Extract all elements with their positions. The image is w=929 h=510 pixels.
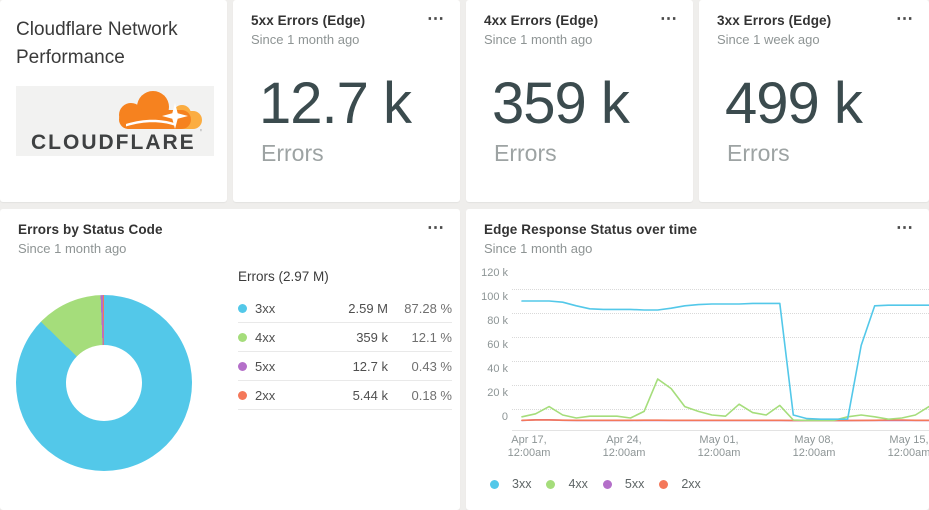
legend-label: 2xx xyxy=(255,387,276,403)
legend-label: 5xx xyxy=(624,477,645,491)
x-axis-tick: May 01, 12:00am xyxy=(697,434,741,459)
line-chart xyxy=(521,300,929,422)
y-axis-tick: 20 k xyxy=(487,387,508,399)
metric-unit-label: Errors xyxy=(727,140,790,166)
legend-dot-2xx xyxy=(238,390,247,400)
metric-card-3xx: 3xx Errors (Edge) Since 1 week ago ⋯ 499… xyxy=(699,0,929,202)
widget-menu-button[interactable]: ⋯ xyxy=(427,218,444,237)
metric-unit-label: Errors xyxy=(494,140,557,166)
widget-title: 4xx Errors (Edge) xyxy=(484,13,599,28)
metric-unit-label: Errors xyxy=(261,140,324,166)
legend-dot-5xx xyxy=(602,479,612,489)
y-axis-tick: 60 k xyxy=(487,339,508,351)
gridline xyxy=(512,337,929,338)
legend-label: 3xx xyxy=(512,477,532,491)
legend-value: 5.44 k xyxy=(352,387,388,403)
legend-label: 3xx xyxy=(255,300,276,316)
widget-menu-button[interactable]: ⋯ xyxy=(896,9,913,28)
chart-legend: 3xx 4xx 5xx 2xx xyxy=(490,477,701,491)
x-axis-line xyxy=(512,430,929,431)
dashboard-title-card: Cloudflare Network Performance CLOUDFLAR… xyxy=(0,0,227,202)
legend-row-5xx[interactable]: 5xx 12.7 k 0.43 % xyxy=(238,352,452,381)
widget-timerange: Since 1 month ago xyxy=(18,241,127,256)
series-line-3xx xyxy=(521,300,929,420)
donut-legend-header: Errors (2.97 M) xyxy=(238,269,329,284)
widget-timerange: Since 1 week ago xyxy=(717,32,820,47)
legend-value: 12.7 k xyxy=(352,358,388,374)
widget-title: Errors by Status Code xyxy=(18,222,163,237)
legend-value: 2.59 M xyxy=(348,300,388,316)
legend-dot-4xx xyxy=(546,479,556,489)
legend-row-4xx[interactable]: 4xx 359 k 12.1 % xyxy=(238,323,452,352)
legend-percent: 0.18 % xyxy=(411,387,452,403)
widget-title: Edge Response Status over time xyxy=(484,222,698,237)
y-axis-tick: 100 k xyxy=(481,291,508,303)
donut-chart xyxy=(16,295,192,471)
legend-dot-3xx xyxy=(238,303,247,313)
gridline xyxy=(512,409,929,410)
gridline xyxy=(512,289,929,290)
legend-percent: 87.28 % xyxy=(404,300,452,316)
page-title: Cloudflare Network Performance xyxy=(16,19,178,68)
legend-percent: 12.1 % xyxy=(411,329,452,345)
gridline xyxy=(512,361,929,362)
sparkle-icon xyxy=(162,103,188,129)
series-line-4xx xyxy=(521,378,929,422)
edge-response-status-card: Edge Response Status over time Since 1 m… xyxy=(466,209,929,510)
widget-menu-button[interactable]: ⋯ xyxy=(896,218,913,237)
metric-card-5xx: 5xx Errors (Edge) Since 1 month ago ⋯ 12… xyxy=(233,0,460,202)
legend-label: 4xx xyxy=(255,329,276,345)
widget-timerange: Since 1 month ago xyxy=(251,32,360,47)
x-axis-tick: Apr 17, 12:00am xyxy=(507,434,551,459)
legend-row-2xx[interactable]: 2xx 5.44 k 0.18 % xyxy=(238,381,452,410)
legend-dot-2xx xyxy=(659,479,669,489)
legend-label: 5xx xyxy=(255,358,276,374)
widget-menu-button[interactable]: ⋯ xyxy=(427,9,444,28)
legend-dot-4xx xyxy=(238,332,247,342)
legend-dot-5xx xyxy=(238,361,247,371)
y-axis-tick: 120 k xyxy=(481,267,508,279)
errors-by-status-code-card: Errors by Status Code Since 1 month ago … xyxy=(0,209,460,510)
series-line-2xx xyxy=(521,419,929,422)
legend-row-3xx[interactable]: 3xx 2.59 M 87.28 % xyxy=(238,294,452,323)
y-axis-tick: 40 k xyxy=(487,363,508,375)
gridline xyxy=(512,313,929,314)
legend-label: 4xx xyxy=(568,477,588,491)
metric-card-4xx: 4xx Errors (Edge) Since 1 month ago ⋯ 35… xyxy=(466,0,693,202)
legend-percent: 0.43 % xyxy=(411,358,452,374)
y-axis-tick: 0 xyxy=(501,411,508,423)
x-axis-tick: May 15, 12:00am xyxy=(887,434,929,459)
widget-timerange: Since 1 month ago xyxy=(484,241,593,256)
legend-item-4xx[interactable]: 4xx xyxy=(546,477,588,491)
metric-value: 12.7 k xyxy=(259,71,412,136)
metric-value: 499 k xyxy=(725,71,863,136)
legend-label: 2xx xyxy=(681,477,701,491)
logo-trademark-tick: ' xyxy=(200,128,202,139)
widget-title: 3xx Errors (Edge) xyxy=(717,13,832,28)
cloudflare-logo: CLOUDFLARE ' xyxy=(16,86,214,156)
legend-value: 359 k xyxy=(356,329,388,345)
donut-legend: Errors (2.97 M) 3xx 2.59 M 87.28 % 4xx 3… xyxy=(238,269,452,410)
gridline xyxy=(512,385,929,386)
legend-item-5xx[interactable]: 5xx xyxy=(602,477,645,491)
y-axis-tick: 80 k xyxy=(487,315,508,327)
x-axis-tick: Apr 24, 12:00am xyxy=(602,434,646,459)
x-axis-tick: May 08, 12:00am xyxy=(792,434,836,459)
legend-dot-3xx xyxy=(490,479,499,489)
cloudflare-cloud-icon xyxy=(119,91,202,129)
widget-timerange: Since 1 month ago xyxy=(484,32,593,47)
logo-wordmark: CLOUDFLARE xyxy=(31,131,196,154)
legend-item-2xx[interactable]: 2xx xyxy=(659,477,701,491)
metric-value: 359 k xyxy=(492,71,630,136)
widget-title: 5xx Errors (Edge) xyxy=(251,13,366,28)
legend-item-3xx[interactable]: 3xx xyxy=(490,477,531,491)
widget-menu-button[interactable]: ⋯ xyxy=(660,9,677,28)
